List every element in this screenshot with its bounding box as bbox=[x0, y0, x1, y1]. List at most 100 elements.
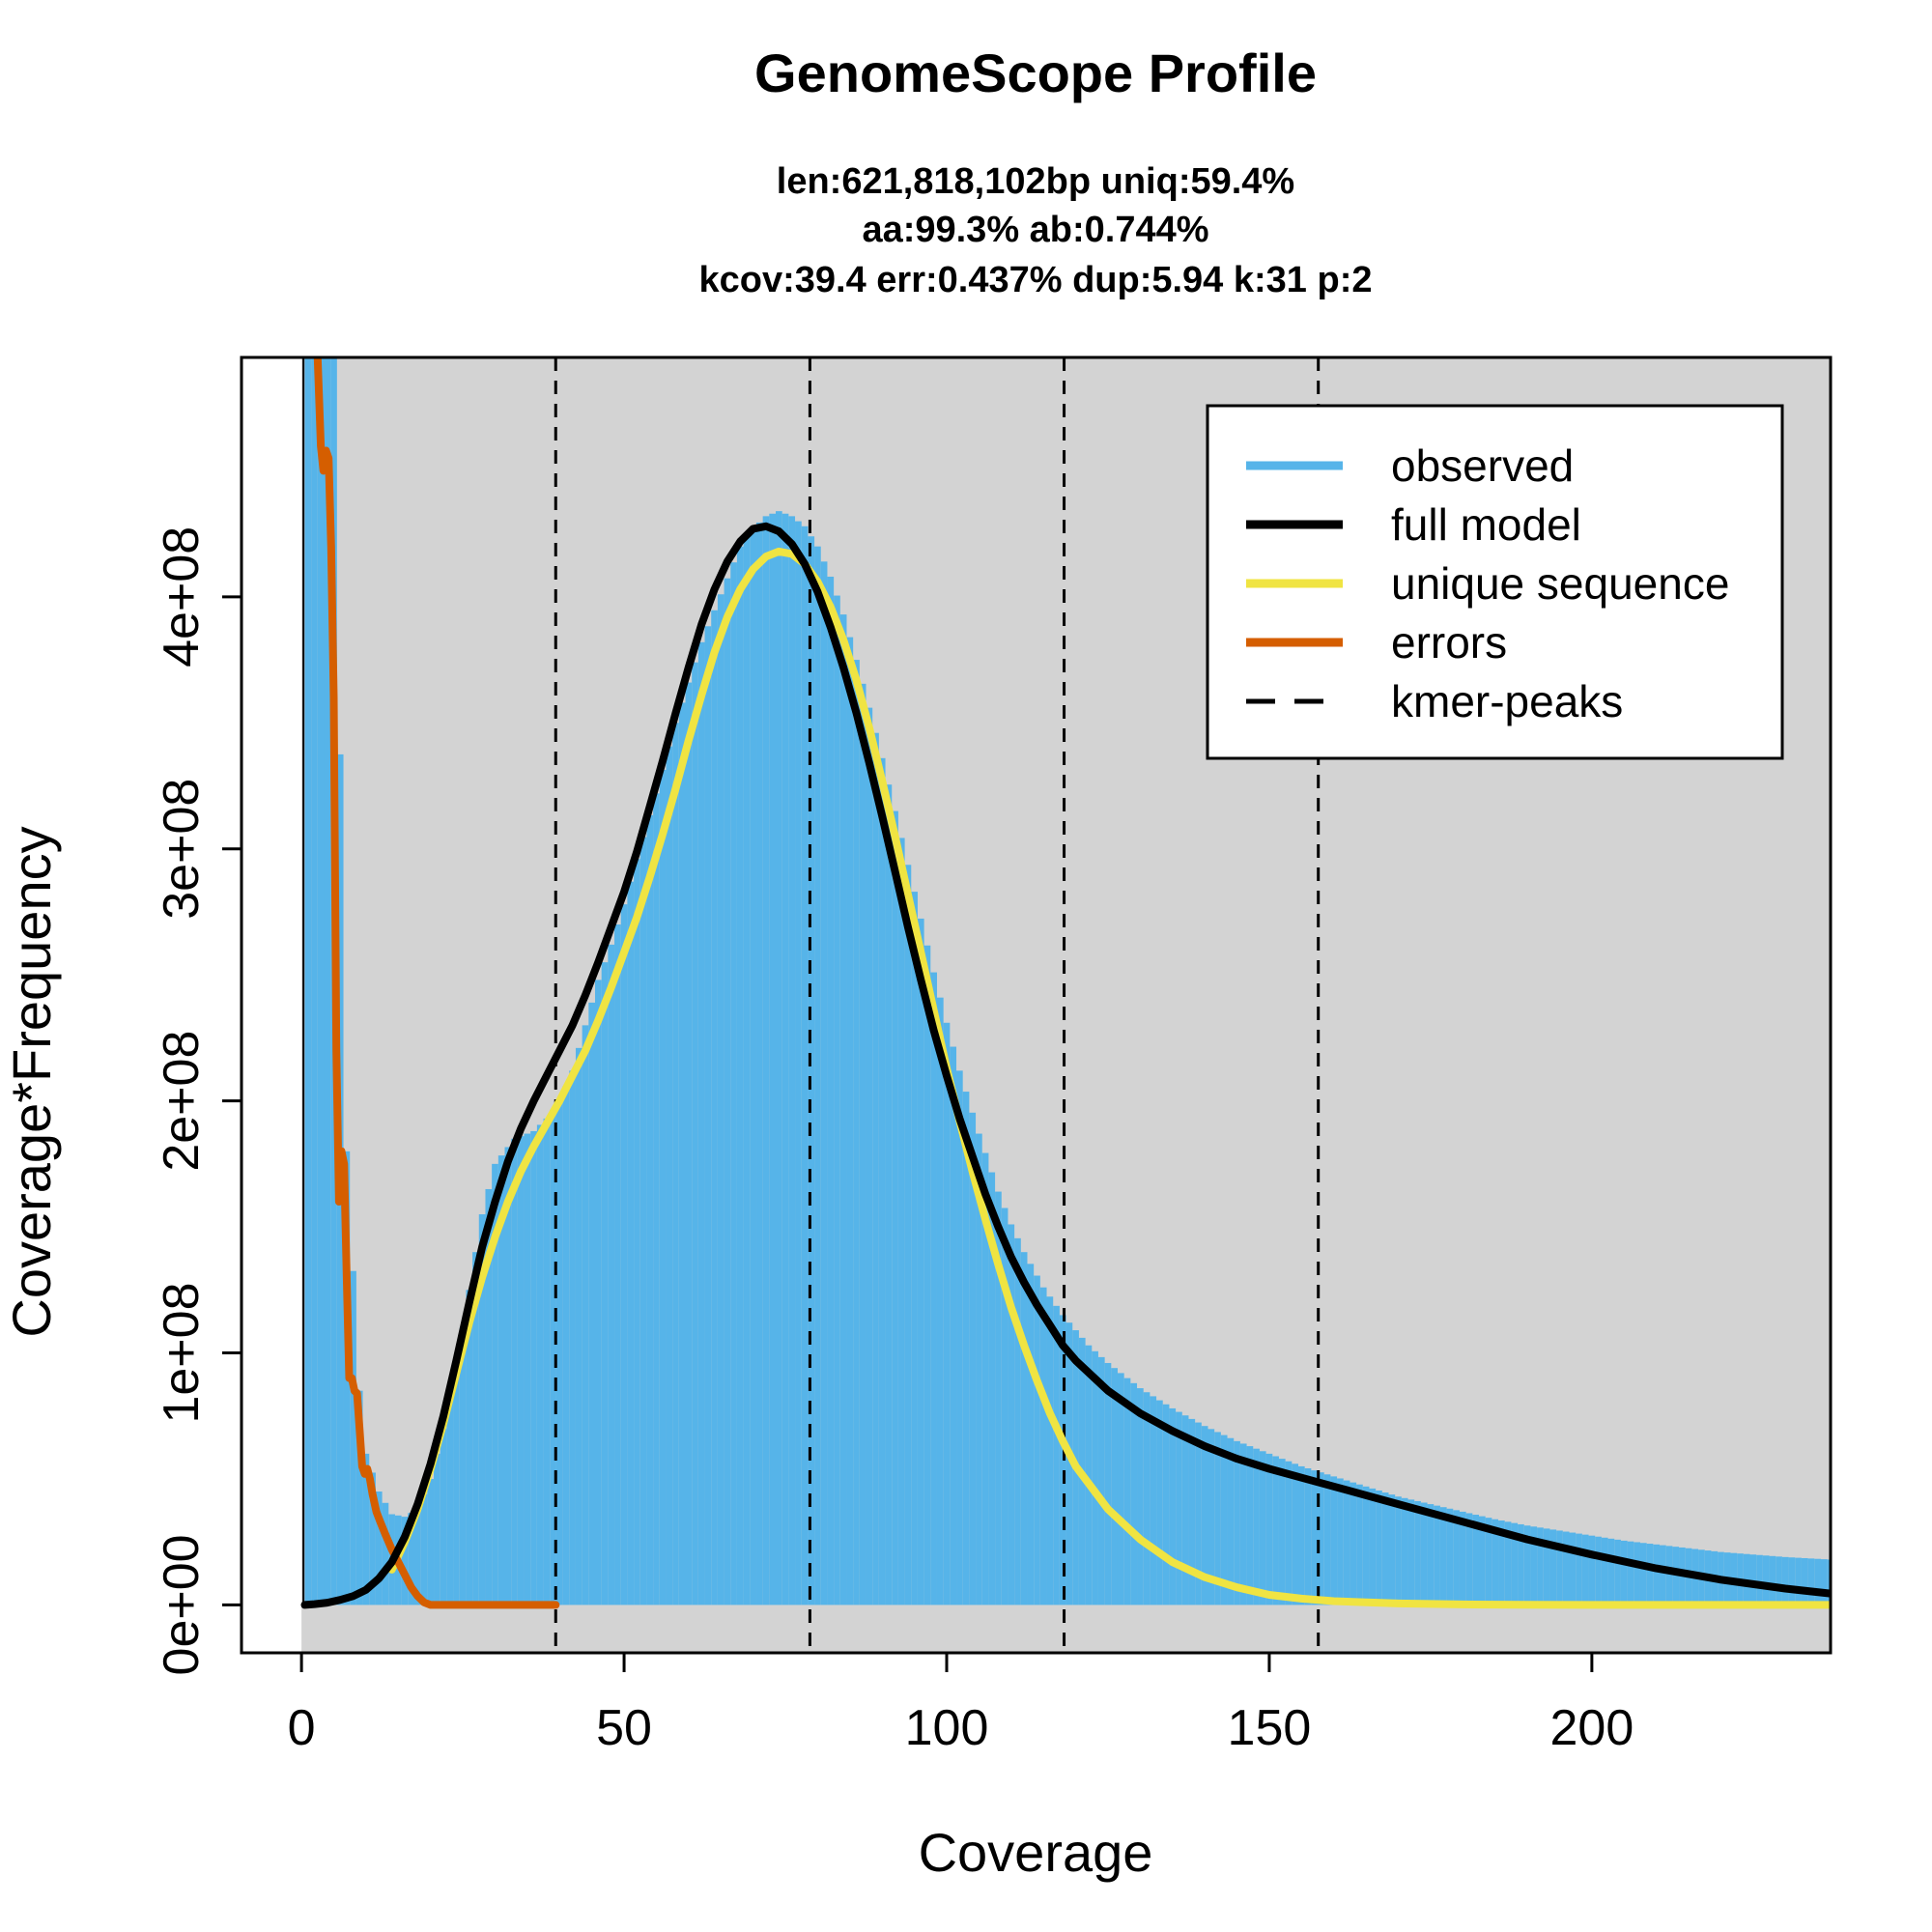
observed-bar bbox=[304, 357, 312, 1605]
observed-bar bbox=[659, 769, 667, 1605]
observed-bar bbox=[355, 1390, 363, 1605]
observed-bar bbox=[1117, 1373, 1124, 1605]
observed-bar bbox=[762, 516, 770, 1605]
observed-bar bbox=[685, 682, 693, 1605]
observed-bar bbox=[917, 918, 924, 1605]
legend-label-unique-sequence: unique sequence bbox=[1391, 558, 1729, 609]
observed-bar bbox=[413, 1509, 421, 1605]
observed-bar bbox=[472, 1252, 479, 1605]
observed-bar bbox=[453, 1361, 460, 1605]
x-tick-label: 150 bbox=[1228, 1700, 1312, 1756]
observed-bar bbox=[1607, 1538, 1615, 1605]
observed-bar bbox=[1511, 1522, 1519, 1605]
y-axis-label: Coverage*Frequency bbox=[1, 826, 62, 1337]
observed-bar bbox=[750, 528, 756, 1605]
observed-bar bbox=[820, 561, 828, 1605]
observed-bar bbox=[497, 1155, 505, 1605]
observed-bar bbox=[1537, 1527, 1544, 1605]
observed-bar bbox=[550, 1109, 556, 1605]
observed-bar bbox=[950, 1046, 957, 1605]
observed-bar bbox=[420, 1493, 428, 1605]
observed-bar bbox=[608, 944, 615, 1605]
observed-bar bbox=[801, 526, 809, 1605]
observed-bar bbox=[1576, 1533, 1582, 1605]
unique-sequence-line bbox=[387, 547, 1831, 1609]
observed-bar bbox=[736, 546, 744, 1605]
observed-bar bbox=[1292, 1463, 1298, 1605]
observed-bar bbox=[827, 576, 835, 1605]
observed-bar bbox=[362, 1453, 370, 1605]
observed-bar bbox=[1395, 1496, 1402, 1605]
observed-bar bbox=[1234, 1440, 1240, 1605]
observed-bar bbox=[814, 546, 821, 1605]
observed-bar bbox=[1259, 1451, 1266, 1605]
observed-bar bbox=[1749, 1554, 1757, 1605]
observed-bar bbox=[1492, 1519, 1499, 1605]
observed-bar bbox=[530, 1130, 537, 1605]
y-tick-label: 3e+08 bbox=[154, 779, 210, 920]
observed-bar bbox=[1020, 1252, 1028, 1605]
observed-bar bbox=[956, 1070, 963, 1605]
observed-bar bbox=[1246, 1446, 1254, 1605]
observed-bar bbox=[1504, 1521, 1512, 1605]
observed-bar bbox=[1253, 1448, 1260, 1605]
observed-bar bbox=[1181, 1415, 1189, 1605]
observed-bar bbox=[1614, 1539, 1621, 1605]
observed-bar bbox=[543, 1118, 551, 1605]
observed-bar bbox=[369, 1472, 376, 1605]
observed-bar bbox=[375, 1492, 383, 1605]
observed-bar bbox=[1595, 1536, 1602, 1605]
observed-bar bbox=[717, 594, 724, 1605]
observed-bar bbox=[620, 904, 628, 1605]
observed-bar bbox=[1627, 1541, 1634, 1605]
observed-bar bbox=[781, 513, 789, 1605]
observed-bar bbox=[1150, 1396, 1157, 1605]
observed-bar bbox=[1188, 1418, 1196, 1605]
observed-bar bbox=[1420, 1502, 1428, 1605]
observed-bar bbox=[1646, 1544, 1654, 1605]
observed-bar bbox=[634, 859, 640, 1605]
observed-bar bbox=[350, 1270, 356, 1605]
observed-bar bbox=[504, 1147, 512, 1605]
observed-bar bbox=[1472, 1515, 1480, 1605]
observed-bar bbox=[1123, 1378, 1131, 1605]
observed-bar bbox=[1665, 1546, 1673, 1605]
observed-bar bbox=[897, 838, 905, 1605]
observed-bar bbox=[1039, 1287, 1047, 1605]
observed-bar bbox=[1195, 1422, 1202, 1605]
observed-bar bbox=[536, 1124, 544, 1605]
observed-bar bbox=[1620, 1540, 1628, 1605]
observed-bar bbox=[1097, 1356, 1105, 1605]
observed-bar bbox=[1788, 1557, 1796, 1605]
observed-bar bbox=[382, 1502, 389, 1605]
x-tick-label: 50 bbox=[596, 1700, 652, 1756]
observed-bar bbox=[1111, 1368, 1118, 1605]
observed-bar bbox=[666, 746, 673, 1605]
observed-bar bbox=[769, 513, 777, 1605]
observed-bar bbox=[1756, 1554, 1763, 1605]
observed-bar bbox=[1162, 1404, 1170, 1605]
observed-bar bbox=[1208, 1429, 1215, 1605]
observed-bar bbox=[1498, 1520, 1505, 1605]
observed-bar bbox=[459, 1327, 467, 1605]
observed-bar bbox=[1323, 1474, 1331, 1605]
observed-bar bbox=[1801, 1557, 1808, 1605]
observed-bar bbox=[466, 1290, 473, 1605]
observed-bar bbox=[569, 1070, 576, 1605]
observed-bar bbox=[697, 641, 705, 1605]
observed-bar bbox=[923, 945, 931, 1605]
observed-bar bbox=[704, 626, 712, 1605]
full-model-line bbox=[300, 522, 1831, 1609]
observed-bar bbox=[555, 1100, 563, 1605]
observed-bar bbox=[1569, 1532, 1577, 1605]
observed-bar bbox=[1459, 1511, 1466, 1605]
legend-label-kmer-peaks: kmer-peaks bbox=[1391, 676, 1623, 726]
observed-bar bbox=[1653, 1544, 1661, 1605]
observed-bar bbox=[936, 997, 944, 1605]
observed-bar bbox=[1297, 1465, 1305, 1605]
observed-bar bbox=[401, 1517, 409, 1605]
chart-subtitle-line-3: kcov:39.4 err:0.437% dup:5.94 k:31 p:2 bbox=[698, 260, 1372, 300]
legend-label-observed: observed bbox=[1391, 440, 1574, 491]
observed-bar bbox=[1795, 1557, 1802, 1605]
observed-bar bbox=[646, 814, 654, 1605]
